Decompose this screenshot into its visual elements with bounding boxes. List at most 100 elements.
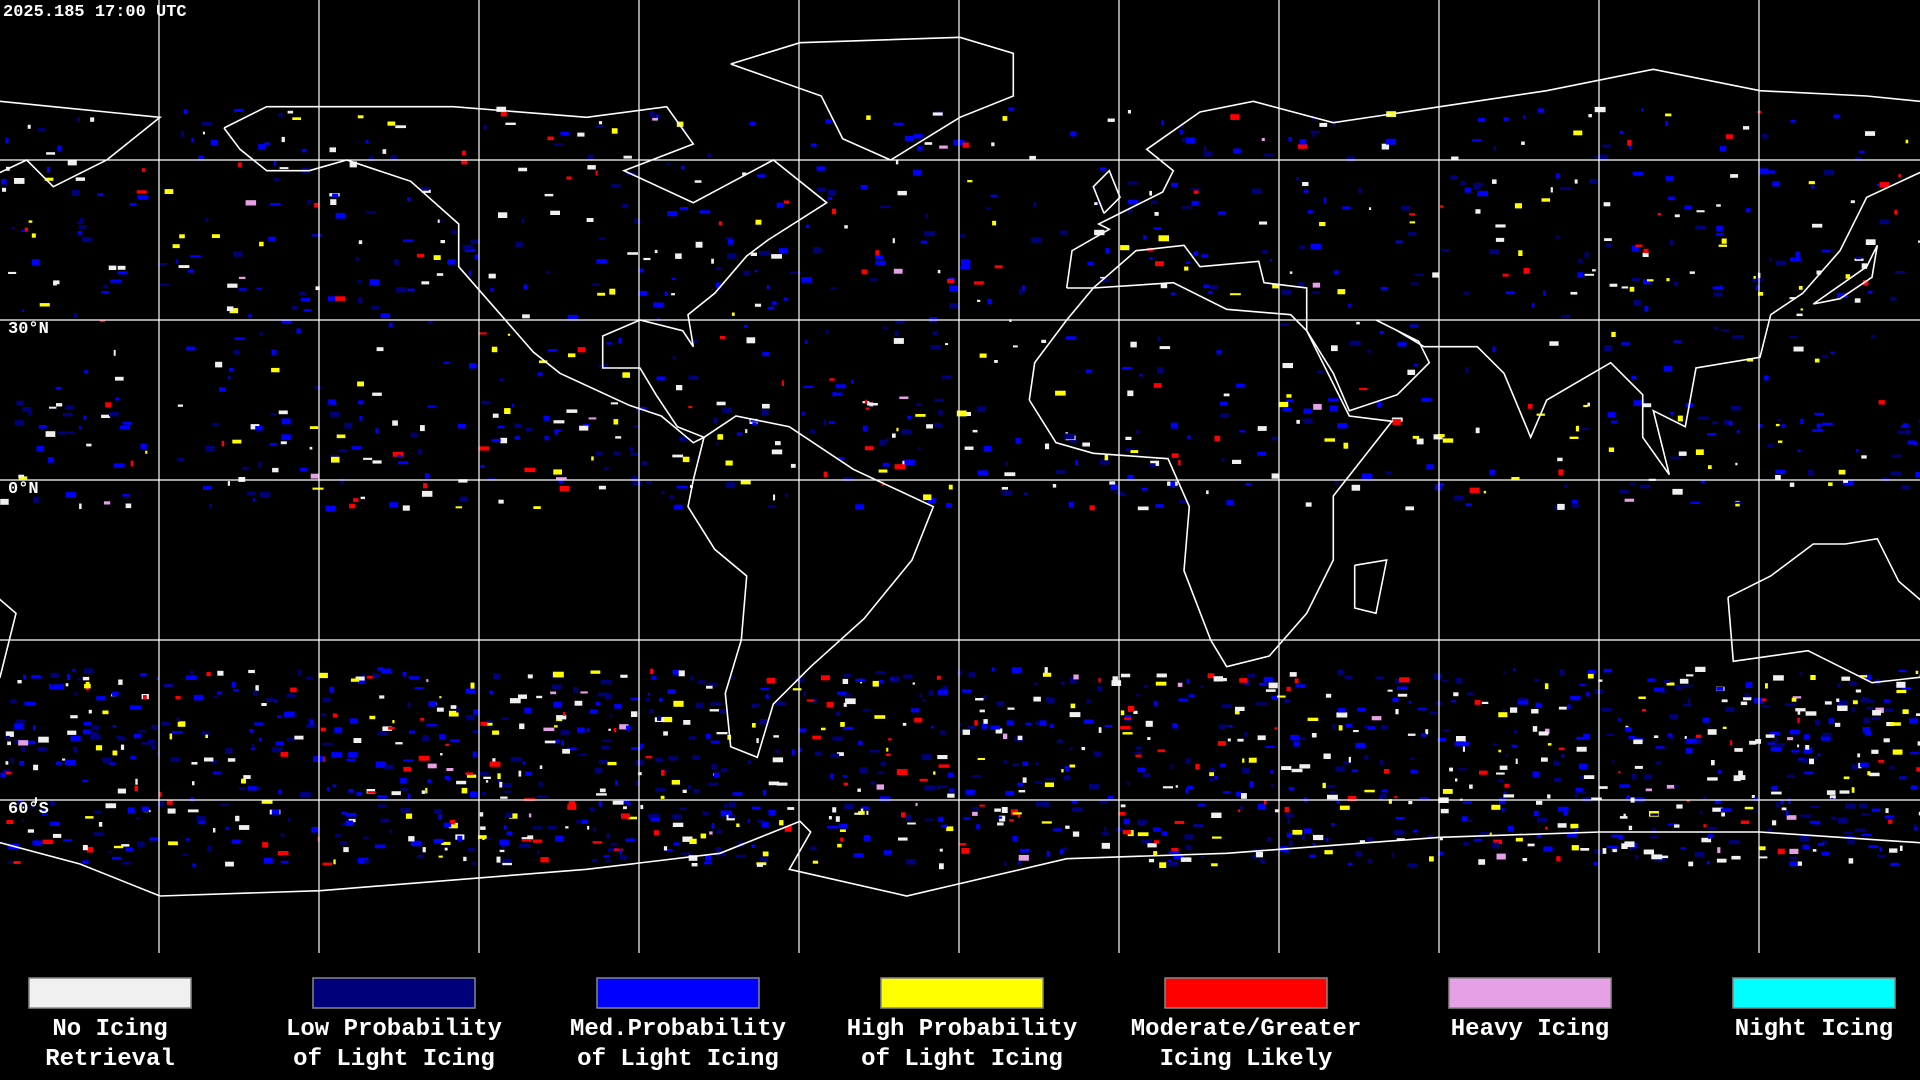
icing-cell	[1666, 682, 1675, 686]
icing-cell	[1107, 795, 1114, 800]
icing-cell	[300, 298, 311, 302]
icing-cell	[671, 780, 680, 785]
icing-cell	[262, 842, 269, 848]
icing-cell	[924, 142, 933, 145]
icing-cell	[863, 835, 871, 841]
icing-cell	[1393, 830, 1405, 835]
icing-cell	[747, 819, 750, 823]
icing-cell	[716, 267, 722, 271]
icing-cell	[896, 427, 899, 432]
icing-cell	[1894, 271, 1905, 274]
icing-cell	[421, 790, 425, 794]
icing-cell	[1312, 115, 1315, 121]
icing-cell	[752, 723, 756, 728]
icing-cell	[1433, 673, 1441, 680]
icing-cell	[867, 403, 878, 406]
icing-cell	[1612, 759, 1615, 764]
icing-cell	[1522, 858, 1528, 862]
icing-cell	[286, 693, 296, 697]
icing-cell	[358, 680, 365, 684]
icing-cell	[290, 687, 297, 693]
icing-cell	[902, 722, 907, 726]
icing-cell	[1765, 734, 1775, 738]
icing-cell	[113, 845, 124, 849]
icing-cell	[892, 433, 896, 438]
icing-cell	[1670, 411, 1674, 415]
icing-cell	[676, 485, 688, 489]
icing-cell	[1668, 823, 1678, 826]
icing-cell	[913, 134, 923, 139]
icing-cell	[693, 788, 700, 793]
icing-cell	[448, 710, 459, 717]
icing-cell	[457, 835, 463, 842]
icing-cell	[843, 782, 848, 786]
icing-cell	[436, 707, 444, 712]
icing-cell	[11, 226, 15, 230]
icing-cell	[1006, 720, 1014, 726]
icing-cell	[1618, 771, 1621, 774]
icing-cell	[716, 442, 719, 445]
icing-cell	[330, 454, 340, 458]
icing-cell	[1316, 370, 1324, 374]
icing-cell	[1884, 708, 1894, 712]
icing-cell	[139, 673, 147, 677]
icing-cell	[1327, 398, 1339, 401]
icing-cell	[1573, 130, 1583, 136]
icing-cell	[37, 747, 47, 752]
icing-cell	[553, 143, 563, 146]
icing-cell	[280, 752, 289, 757]
icing-cell	[1364, 755, 1369, 761]
icing-cell	[749, 121, 756, 126]
icing-cell	[1738, 770, 1743, 777]
icing-cell	[1606, 845, 1618, 849]
icing-cell	[1532, 771, 1540, 777]
icing-cell	[723, 804, 728, 808]
icing-cell	[1410, 282, 1419, 285]
icing-cell	[263, 857, 273, 864]
icing-cell	[1824, 701, 1832, 705]
icing-cell	[633, 425, 640, 428]
icing-cell	[1384, 769, 1390, 774]
icing-cell	[299, 791, 311, 798]
icing-cell	[1555, 235, 1560, 239]
icing-cell	[577, 347, 586, 353]
icing-cell	[1706, 861, 1710, 865]
icing-cell	[1443, 729, 1450, 732]
icing-cell	[225, 826, 229, 830]
icing-cell	[491, 438, 501, 443]
icing-cell	[1200, 685, 1204, 688]
icing-cell	[835, 816, 840, 822]
icing-cell	[1904, 429, 1911, 435]
icing-cell	[1185, 844, 1192, 850]
icing-cell	[1733, 775, 1741, 782]
icing-cell	[983, 719, 988, 724]
icing-cell	[907, 415, 912, 420]
icing-cell	[1204, 146, 1207, 151]
icing-cell	[1442, 438, 1454, 443]
icing-cell	[1721, 699, 1728, 703]
icing-cell	[1029, 155, 1036, 160]
icing-cell	[1696, 210, 1705, 213]
icing-cell	[1652, 827, 1656, 834]
icing-cell	[1843, 831, 1854, 835]
icing-cell	[376, 347, 384, 352]
icing-cell	[42, 810, 47, 816]
icing-cell	[1089, 783, 1100, 789]
legend-swatch	[312, 977, 476, 1009]
icing-cell	[1769, 257, 1772, 262]
icing-cell	[1017, 735, 1023, 741]
icing-cell	[1507, 826, 1514, 832]
icing-cell	[1888, 766, 1895, 769]
icing-cell	[659, 697, 663, 703]
icing-cell	[331, 752, 343, 758]
icing-cell	[1002, 490, 1013, 496]
icing-cell	[1688, 861, 1694, 867]
icing-cell	[242, 466, 249, 471]
icing-cell	[1553, 760, 1560, 766]
icing-cell	[1380, 724, 1388, 730]
icing-cell	[1834, 722, 1841, 727]
icing-cell	[461, 159, 468, 165]
icing-cell	[389, 502, 399, 507]
icing-cell	[1417, 708, 1427, 711]
icing-cell	[99, 319, 106, 323]
